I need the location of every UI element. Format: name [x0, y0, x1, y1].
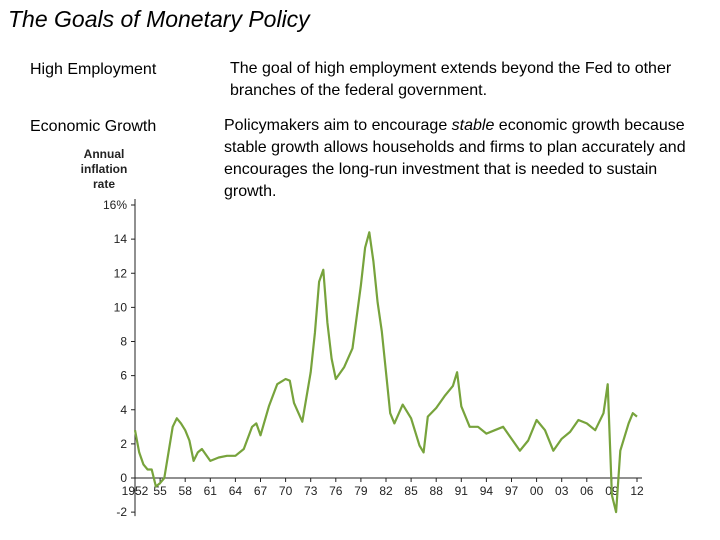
- y-tick-label: 4: [120, 403, 127, 417]
- y-tick-label: -2: [116, 505, 127, 519]
- x-tick-label: 55: [153, 484, 167, 498]
- y-tick-label: 16%: [103, 198, 127, 212]
- x-tick-label: 70: [279, 484, 293, 498]
- inflation-series-line: [133, 231, 638, 514]
- x-tick-label: 91: [455, 484, 469, 498]
- economic-growth-text-part1: Policymakers aim to encourage: [224, 117, 452, 134]
- x-tick-label: 06: [580, 484, 594, 498]
- x-tick-label: 67: [254, 484, 268, 498]
- y-tick-label: 0: [120, 471, 127, 485]
- x-tick-label: 58: [179, 484, 193, 498]
- x-tick-label: 00: [530, 484, 544, 498]
- x-tick-label: 88: [430, 484, 444, 498]
- y-axis-label: rate: [93, 177, 115, 191]
- y-tick-label: 12: [114, 266, 128, 280]
- x-tick-label: 85: [404, 484, 418, 498]
- economic-growth-text-part2: economic growth because stable growth al…: [224, 117, 686, 200]
- y-tick-label: 14: [114, 232, 128, 246]
- economic-growth-text: Policymakers aim to encourage stable eco…: [224, 115, 694, 203]
- x-tick-label: 03: [555, 484, 569, 498]
- x-tick-label: 61: [204, 484, 218, 498]
- x-tick-label: 82: [379, 484, 393, 498]
- x-tick-label: 73: [304, 484, 318, 498]
- x-tick-label: 79: [354, 484, 368, 498]
- economic-growth-label: Economic Growth: [30, 118, 157, 135]
- x-tick-label: 12: [630, 484, 644, 498]
- high-employment-label: High Employment: [30, 61, 157, 78]
- y-axis-label: Annual: [84, 147, 125, 161]
- x-tick-label: 64: [229, 484, 243, 498]
- y-tick-label: 6: [120, 369, 127, 383]
- y-axis-label: inflation: [81, 162, 128, 176]
- y-tick-label: 2: [120, 437, 127, 451]
- x-tick-label: 94: [480, 484, 494, 498]
- x-tick-label: 76: [329, 484, 343, 498]
- x-tick-label: 1952: [122, 484, 149, 498]
- slide-title: The Goals of Monetary Policy: [8, 6, 310, 32]
- y-tick-label: 10: [114, 300, 128, 314]
- high-employment-text: The goal of high employment extends beyo…: [230, 60, 672, 99]
- x-tick-label: 97: [505, 484, 519, 498]
- y-tick-label: 8: [120, 335, 127, 349]
- economic-growth-text-emphasis: stable: [451, 117, 495, 134]
